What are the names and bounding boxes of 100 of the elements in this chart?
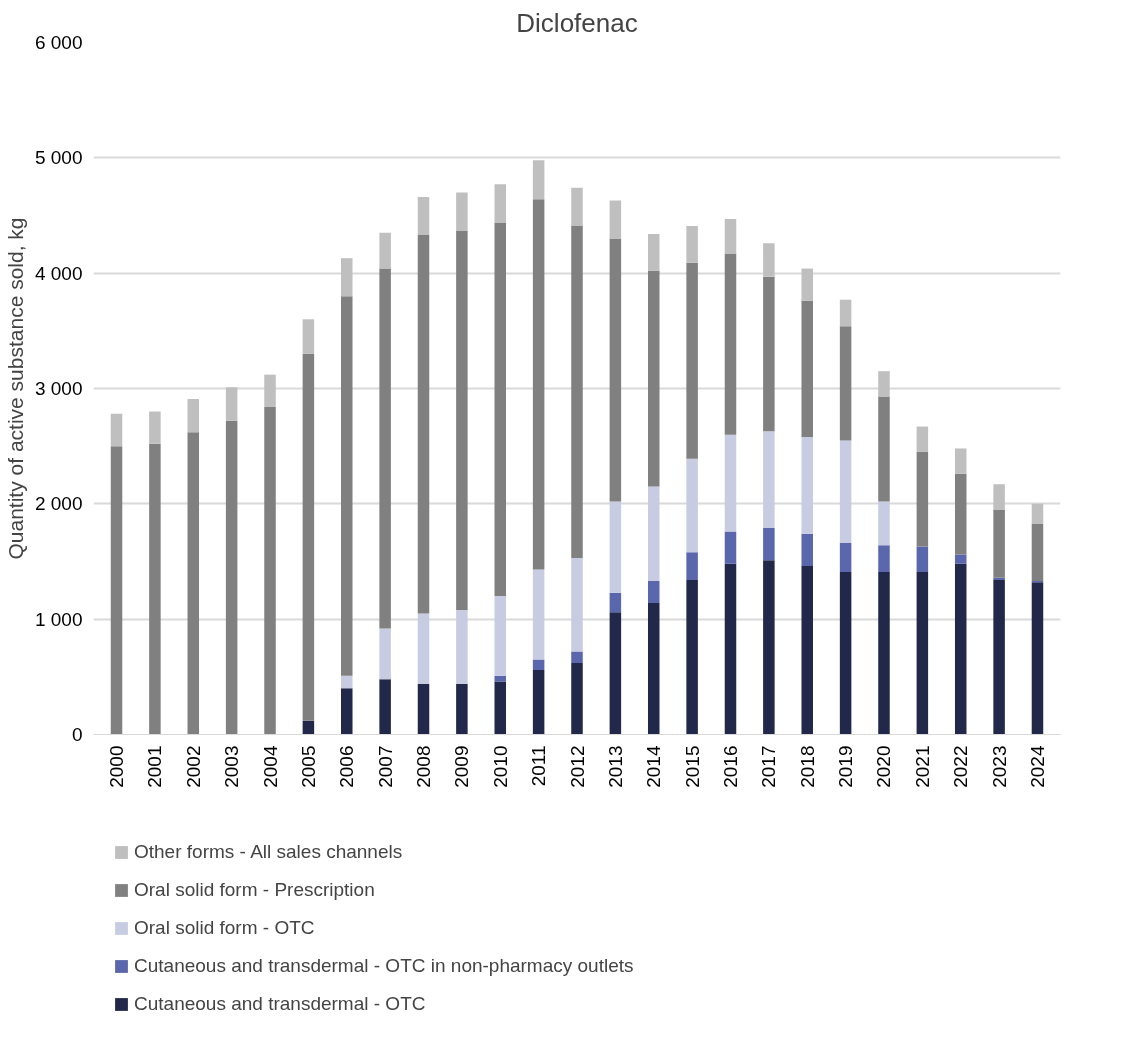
y-tick-label: 5 000 (34, 147, 83, 169)
bar (839, 571, 852, 735)
bar (686, 262, 698, 459)
bar (456, 609, 468, 684)
bar (839, 543, 852, 572)
x-tick-label: 2015 (681, 745, 703, 788)
bar (647, 486, 660, 582)
bar (609, 612, 622, 735)
x-tick-label: 2020 (873, 745, 895, 788)
x-tick-label: 2004 (259, 745, 281, 788)
bar (763, 243, 775, 277)
bar (341, 258, 353, 297)
bar (609, 501, 622, 593)
bar (801, 300, 813, 437)
x-tick-label: 2000 (106, 745, 128, 788)
x-tick-label: 2019 (835, 745, 857, 788)
bar (225, 387, 238, 421)
x-tick-label: 2001 (144, 745, 166, 788)
bar (878, 396, 890, 502)
bar (494, 681, 507, 735)
bar (264, 374, 276, 407)
bar (341, 688, 353, 735)
legend-label: Cutaneous and transdermal - OTC (134, 993, 426, 1015)
bar (916, 571, 929, 735)
bar (187, 432, 200, 735)
bar (839, 326, 852, 441)
bar (916, 546, 929, 572)
bar (954, 554, 967, 564)
bar (379, 628, 391, 680)
bar (647, 603, 660, 735)
bar (724, 218, 737, 254)
y-tick-label: 0 (71, 724, 83, 745)
x-tick-label: 2009 (451, 745, 473, 788)
bar (801, 566, 813, 735)
x-tick-label: 2013 (604, 745, 626, 788)
bar (916, 451, 929, 547)
bar (341, 296, 353, 676)
bar (686, 225, 698, 263)
x-tick-label: 2014 (643, 745, 665, 788)
x-tick-label: 2024 (1026, 745, 1048, 788)
legend-label: Cutaneous and transdermal - OTC in non-pharmacy outlets (134, 955, 634, 977)
bar (571, 558, 583, 652)
bar (993, 484, 1005, 510)
bar (571, 225, 583, 559)
bar (1031, 503, 1044, 524)
bar (993, 579, 1005, 735)
x-tick-label: 2006 (336, 745, 358, 788)
bar (456, 230, 468, 610)
bar (724, 531, 737, 564)
x-tick-label: 2011 (528, 745, 550, 787)
bar (763, 276, 775, 432)
bar (763, 431, 775, 529)
bar (494, 184, 507, 223)
bar (993, 509, 1005, 578)
bar (532, 160, 545, 200)
bar (1031, 582, 1044, 735)
bar (647, 270, 660, 487)
x-tick-label: 2003 (221, 745, 243, 788)
bar (1031, 523, 1044, 582)
bar (532, 569, 545, 660)
x-tick-label: 2005 (297, 745, 319, 788)
bar (839, 299, 852, 327)
y-tick-label: 4 000 (34, 262, 83, 284)
bar (954, 448, 967, 474)
x-tick-label: 2010 (489, 745, 511, 788)
bar (571, 187, 583, 226)
x-tick-label: 2016 (719, 745, 741, 788)
y-tick-label: 2 000 (34, 493, 83, 515)
bar (801, 268, 813, 301)
bar (647, 581, 660, 604)
bar (609, 238, 622, 502)
bar (532, 669, 545, 735)
bar (494, 675, 507, 682)
bar (647, 233, 660, 271)
y-axis-title: Quantity of active substance sold, kg (3, 217, 27, 560)
x-tick-label: 2018 (796, 745, 818, 788)
x-tick-label: 2002 (182, 745, 204, 788)
bar (341, 675, 353, 689)
bar (954, 473, 967, 555)
bar (763, 528, 775, 561)
bar (839, 440, 852, 544)
bar (878, 571, 890, 735)
bar (724, 563, 737, 735)
bar (609, 592, 622, 613)
bar (417, 197, 430, 236)
bar (417, 613, 430, 684)
bar (609, 200, 622, 239)
bar (187, 398, 200, 433)
bar (763, 560, 775, 735)
bar (302, 353, 315, 721)
bar (801, 533, 813, 567)
legend-label: Oral solid form - Prescription (134, 879, 375, 901)
bar (494, 222, 507, 597)
bar (302, 720, 315, 735)
bar (686, 552, 698, 580)
bar (916, 426, 929, 452)
bar (379, 679, 391, 735)
bar (110, 413, 123, 447)
x-tick-label: 2021 (911, 745, 933, 788)
bar (264, 406, 276, 735)
